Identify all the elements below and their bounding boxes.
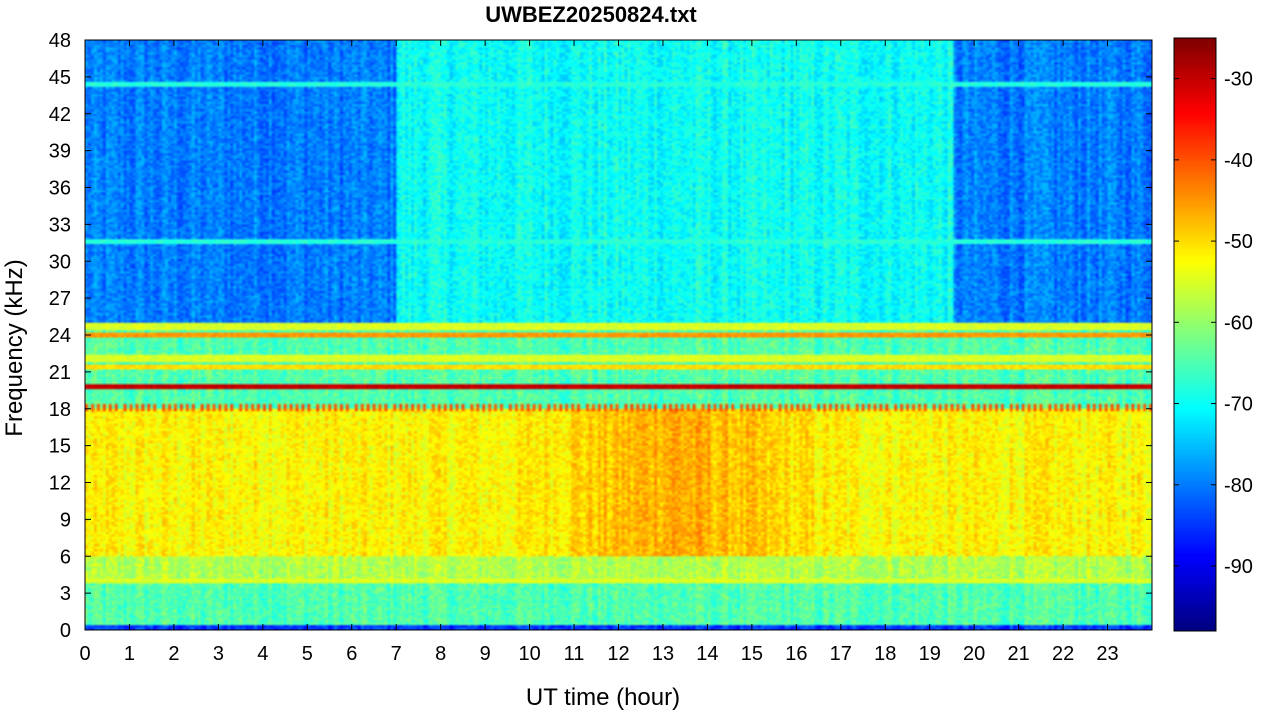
colorbar-ticks: -90 -80 -70 -60 -50 -40 -30 <box>1174 69 1253 578</box>
colorbar-tick-label: -30 <box>1224 69 1253 91</box>
x-tick-label: 23 <box>1096 643 1118 665</box>
y-tick-label: 3 <box>60 583 71 605</box>
y-tick-label: 0 <box>60 620 71 642</box>
colorbar-tick-label: -60 <box>1224 312 1253 334</box>
x-tick-label: 19 <box>919 643 941 665</box>
y-tick-label: 30 <box>49 251 71 273</box>
x-tick-label: 20 <box>963 643 985 665</box>
plot-area <box>84 39 1153 631</box>
y-tick-label: 6 <box>60 546 71 568</box>
colorbar-tick-label: -40 <box>1224 150 1253 172</box>
spectrogram-heatmap <box>85 40 1152 630</box>
x-tick-label: 1 <box>124 643 135 665</box>
colorbar-tick-label: -50 <box>1224 231 1253 253</box>
x-tick-label: 2 <box>168 643 179 665</box>
y-tick-label: 39 <box>49 141 71 163</box>
x-axis-label: UT time (hour) <box>526 684 680 711</box>
x-tick-label: 10 <box>518 643 540 665</box>
y-tick-label: 45 <box>49 67 71 89</box>
colorbar-gradient <box>1174 38 1216 631</box>
x-tick-label: 15 <box>741 643 763 665</box>
y-tick-label: 42 <box>49 104 71 126</box>
x-tick-label: 11 <box>564 643 585 665</box>
x-tick-label: 5 <box>302 643 313 665</box>
x-tick-label: 0 <box>79 643 90 665</box>
y-tick-label: 36 <box>49 178 71 200</box>
colorbar-frame <box>1173 37 1217 632</box>
x-tick-label: 18 <box>874 643 896 665</box>
chart-title: UWBEZ20250824.txt <box>485 2 697 27</box>
x-tick-label: 3 <box>213 643 224 665</box>
colorbar-tick-label: -90 <box>1224 556 1253 578</box>
x-tick-label: 4 <box>257 643 268 665</box>
colorbar-tick-label: -80 <box>1224 475 1253 497</box>
x-tick-label: 16 <box>785 643 807 665</box>
y-tick-label: 48 <box>49 30 71 52</box>
colorbar: -90 -80 -70 -60 -50 -40 -30 <box>1173 37 1253 632</box>
x-tick-label: 6 <box>346 643 357 665</box>
x-tick-label: 12 <box>607 643 629 665</box>
y-tick-label: 21 <box>49 362 71 384</box>
x-tick-label: 9 <box>480 643 491 665</box>
x-tick-label: 22 <box>1052 643 1074 665</box>
y-tick-label: 27 <box>49 288 71 310</box>
y-tick-label: 12 <box>49 473 71 495</box>
x-tick-label: 21 <box>1008 643 1030 665</box>
colorbar-tick-label: -70 <box>1224 394 1253 416</box>
x-tick-label: 13 <box>652 643 674 665</box>
y-tick-label: 33 <box>49 214 71 236</box>
y-axis-label: Frequency (kHz) <box>1 259 28 436</box>
x-tick-label: 14 <box>696 643 718 665</box>
x-tick-label: 17 <box>830 643 852 665</box>
x-tick-label: 7 <box>391 643 402 665</box>
y-tick-label: 24 <box>49 325 71 347</box>
x-axis: 0 1 2 3 4 5 6 7 8 9 10 11 12 13 14 15 16 17 18 19 20 21 22 23 <box>79 40 1119 665</box>
y-tick-label: 15 <box>49 436 71 458</box>
x-tick-label: 8 <box>435 643 446 665</box>
y-tick-label: 18 <box>49 399 71 421</box>
y-tick-label: 9 <box>60 509 71 531</box>
